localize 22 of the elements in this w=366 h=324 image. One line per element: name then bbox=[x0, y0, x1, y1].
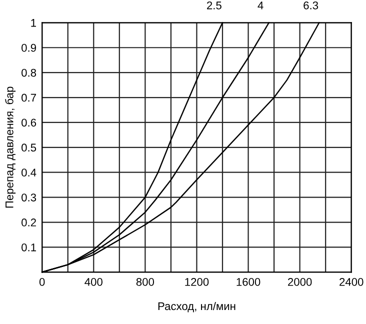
y-tick-label: 1 bbox=[31, 19, 36, 27]
x-tick-label: 2000 bbox=[288, 278, 312, 286]
x-axis-title: Расход, нл/мин bbox=[158, 302, 236, 312]
y-tick-label: 0.9 bbox=[22, 44, 36, 52]
series-label: 4 bbox=[258, 2, 264, 10]
y-axis-title: Перепад давления, бар bbox=[5, 86, 16, 208]
y-tick-label: 0.3 bbox=[22, 194, 36, 202]
y-tick-label: 0.6 bbox=[22, 118, 36, 127]
x-tick-label: 1200 bbox=[185, 278, 209, 286]
x-tick-label: 800 bbox=[136, 278, 154, 286]
x-tick-label: 0 bbox=[39, 278, 45, 286]
series-label: 6.3 bbox=[304, 2, 318, 10]
y-tick-label: 0.2 bbox=[22, 218, 36, 226]
series-label: 2.5 bbox=[207, 2, 222, 10]
y-tick-label: 0.5 bbox=[22, 144, 36, 152]
y-tick-label: 0.4 bbox=[22, 168, 36, 177]
x-tick-label: 2400 bbox=[340, 278, 364, 286]
x-tick-label: 400 bbox=[84, 278, 102, 286]
y-tick-label: 0.1 bbox=[22, 243, 36, 252]
x-tick-label: 1600 bbox=[236, 278, 260, 286]
y-tick-label: 0.8 bbox=[22, 68, 36, 77]
y-tick-label: 0.7 bbox=[22, 94, 36, 102]
